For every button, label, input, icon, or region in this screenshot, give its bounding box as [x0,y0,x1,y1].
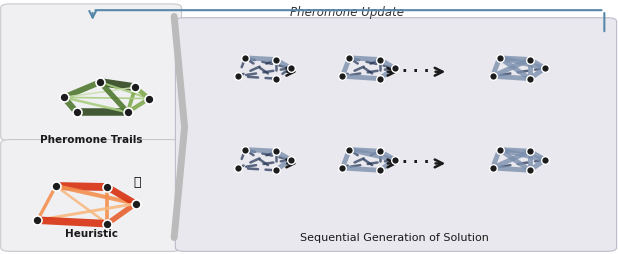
FancyBboxPatch shape [1,4,182,141]
Text: · · ·: · · · [402,64,430,79]
FancyBboxPatch shape [1,139,182,251]
Text: · · ·: · · · [402,155,430,170]
Text: Sequential Generation of Solution: Sequential Generation of Solution [300,233,489,243]
FancyBboxPatch shape [176,18,617,251]
Text: Pheromone Trails: Pheromone Trails [40,135,143,145]
Text: Pheromone Update: Pheromone Update [290,6,404,19]
Text: Heuristic: Heuristic [65,230,118,240]
Text: 💡: 💡 [133,176,141,189]
